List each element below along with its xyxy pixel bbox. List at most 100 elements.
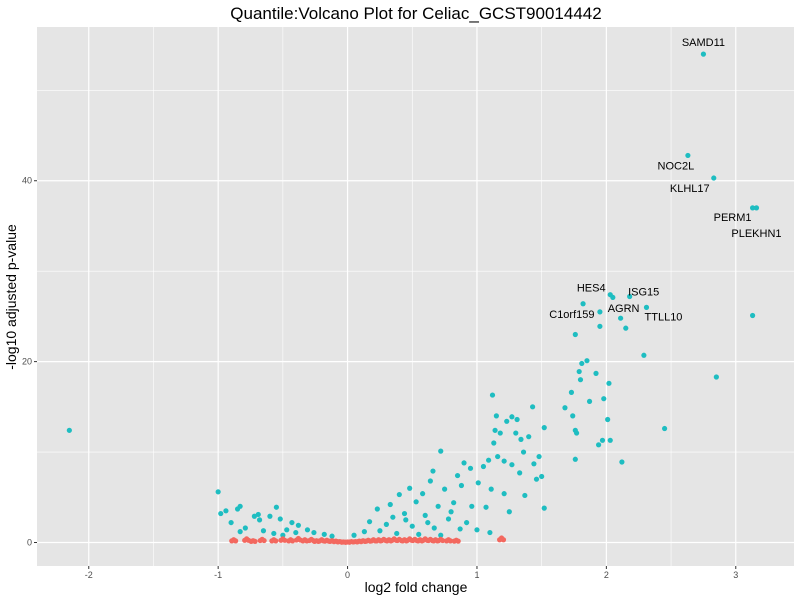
data-points: [66, 51, 760, 545]
significant-point: [451, 500, 457, 506]
not_significant-point: [248, 538, 254, 545]
significant-point: [427, 478, 433, 484]
not_significant-point: [447, 538, 454, 544]
not_significant-point: [389, 537, 395, 543]
significant-point: [483, 504, 489, 510]
significant-point: [713, 374, 719, 380]
significant-point: [685, 152, 691, 159]
significant-point: [454, 472, 461, 479]
significant-point: [531, 461, 537, 467]
significant-point: [438, 532, 444, 538]
not_significant-point: [415, 538, 421, 544]
not_significant-point: [269, 538, 275, 544]
significant-point: [506, 509, 512, 515]
not_significant-point: [425, 537, 432, 544]
significant-point: [517, 470, 523, 476]
significant-point: [458, 482, 465, 489]
significant-point: [366, 519, 373, 525]
not_significant-point: [293, 537, 300, 543]
significant-point: [593, 370, 599, 376]
not_significant-point: [335, 539, 341, 545]
gene-label: KLHL17: [670, 183, 710, 195]
gene-label: HES4: [577, 283, 606, 295]
not_significant-point: [278, 537, 284, 543]
significant-point: [351, 532, 357, 538]
gene-label: ISG15: [628, 287, 659, 299]
not_significant-point: [300, 538, 306, 544]
significant-point: [491, 440, 497, 446]
significant-point: [522, 492, 528, 499]
x-tick-label: 2: [604, 570, 609, 580]
x-axis-title: log2 fold change: [365, 579, 468, 595]
not_significant-point: [317, 538, 323, 544]
significant-point: [753, 205, 760, 211]
significant-point: [586, 398, 593, 405]
significant-point: [390, 514, 396, 520]
not_significant-point: [327, 538, 333, 545]
significant-point: [596, 442, 602, 448]
significant-point: [580, 301, 586, 307]
significant-point: [518, 436, 524, 442]
significant-point: [487, 529, 493, 536]
not_significant-point: [363, 538, 369, 544]
significant-point: [541, 505, 547, 511]
significant-point: [700, 51, 707, 57]
significant-point: [420, 491, 426, 497]
significant-point: [256, 517, 263, 523]
significant-point: [435, 503, 441, 509]
significant-point: [422, 512, 428, 518]
significant-point: [431, 525, 437, 531]
x-tick-label: 1: [474, 570, 479, 580]
significant-point: [223, 508, 229, 514]
not_significant-point: [311, 538, 318, 545]
significant-point: [597, 309, 603, 315]
not_significant-point: [455, 538, 461, 544]
significant-point: [401, 510, 408, 517]
significant-point: [409, 523, 415, 529]
significant-point: [251, 513, 257, 519]
not_significant-point: [261, 537, 267, 544]
significant-point: [215, 489, 221, 495]
significant-point: [576, 368, 582, 375]
significant-point: [464, 519, 470, 526]
significant-point: [749, 205, 756, 211]
significant-point: [526, 434, 532, 440]
gene-label: NOC2L: [658, 160, 695, 172]
not_significant-point: [273, 538, 279, 544]
significant-point: [577, 377, 584, 383]
significant-point: [289, 519, 295, 526]
significant-point: [509, 414, 515, 420]
significant-point: [536, 453, 542, 460]
significant-point: [237, 529, 243, 535]
significant-point: [605, 416, 611, 423]
significant-point: [66, 427, 72, 433]
significant-point: [606, 380, 612, 386]
significant-point: [387, 501, 393, 508]
significant-point: [597, 323, 603, 329]
axis-ticks: -2 -1 0 1 2 3 0 20 40: [22, 176, 738, 580]
not_significant-point: [384, 538, 390, 544]
significant-point: [394, 530, 400, 537]
significant-point: [572, 456, 578, 462]
significant-point: [383, 521, 389, 527]
not_significant-point: [443, 538, 450, 544]
significant-point: [311, 529, 317, 536]
significant-point: [461, 460, 467, 466]
significant-point: [430, 468, 436, 474]
significant-point: [425, 519, 431, 526]
not_significant-point: [339, 539, 345, 545]
significant-point: [255, 511, 261, 518]
significant-point: [488, 486, 494, 492]
significant-point: [504, 418, 510, 424]
significant-point: [228, 519, 234, 526]
not_significant-point: [229, 538, 235, 544]
significant-point: [260, 528, 267, 534]
gene-label: PLEKHN1: [731, 228, 781, 240]
y-tick-label: 0: [27, 537, 32, 547]
significant-point: [574, 430, 580, 436]
significant-point: [618, 315, 624, 321]
significant-point: [374, 506, 380, 512]
not_significant-point: [379, 537, 385, 544]
significant-point: [570, 413, 576, 419]
significant-point: [218, 510, 224, 517]
